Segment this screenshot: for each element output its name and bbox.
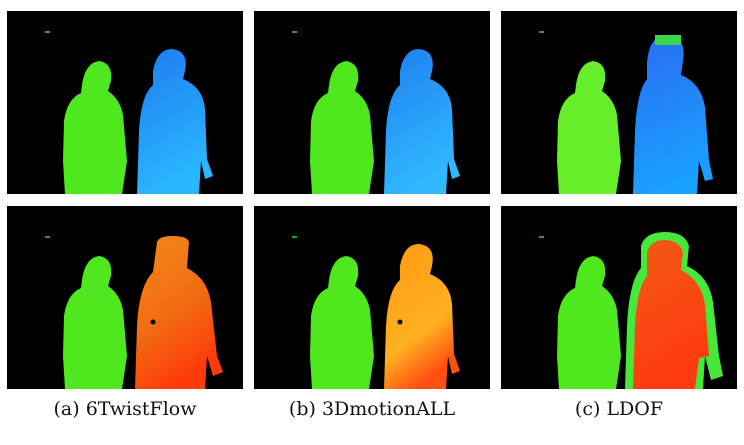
caption-a-name: 6TwistFlow — [85, 398, 197, 420]
panel-b-bottom — [254, 206, 490, 389]
caption-b-name: 3DmotionALL — [321, 398, 456, 420]
panel-b-top — [254, 11, 490, 194]
flow-image-c-bottom — [501, 206, 737, 389]
caption-c: (c) LDOF — [501, 398, 737, 420]
caption-b-label: (b) — [288, 398, 316, 420]
panel-a-top — [7, 11, 243, 194]
caption-c-name: LDOF — [606, 398, 664, 420]
flow-image-c-top — [501, 11, 737, 194]
flow-image-a-top — [7, 11, 243, 194]
flow-image-b-top — [254, 11, 490, 194]
panel-a-bottom — [7, 206, 243, 389]
caption-a: (a) 6TwistFlow — [7, 398, 243, 420]
caption-a-label: (a) — [53, 398, 80, 420]
panel-c-top — [501, 11, 737, 194]
flow-image-b-bottom — [254, 206, 490, 389]
flow-image-a-bottom — [7, 206, 243, 389]
panel-c-bottom — [501, 206, 737, 389]
caption-c-label: (c) — [574, 398, 601, 420]
caption-b: (b) 3DmotionALL — [254, 398, 490, 420]
